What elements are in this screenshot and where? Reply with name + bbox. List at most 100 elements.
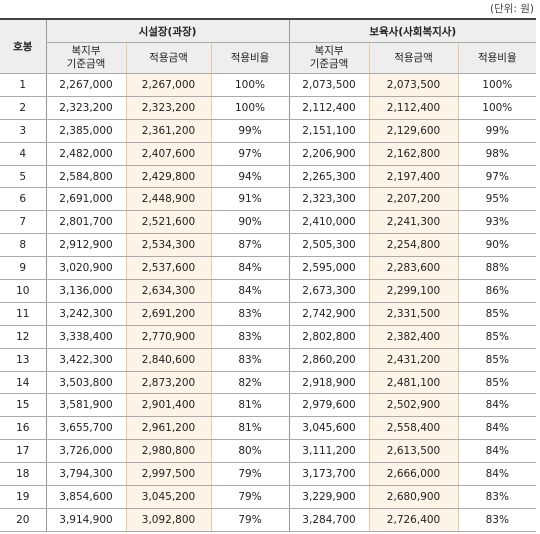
cell-caregiver-applied: 2,207,200: [368, 187, 459, 212]
cell-director-base: 2,323,200: [45, 95, 126, 120]
table-row: 17 3,726,000 2,980,800 80% 3,111,200 2,613,50…: [0, 439, 537, 464]
table-row: 11 3,242,300 2,691,200 83% 2,742,900 2,331,50…: [0, 301, 537, 326]
cell-step: 10: [0, 279, 46, 303]
cell-director-ratio: 83%: [211, 347, 290, 372]
cell-director-applied: 2,534,300: [125, 233, 212, 258]
cell-director-applied: 2,429,800: [125, 164, 212, 189]
cell-director-applied: 2,901,400: [125, 393, 212, 418]
cell-caregiver-ratio: 95%: [458, 187, 537, 212]
cell-director-applied: 2,521,600: [125, 210, 212, 235]
cell-director-ratio: 80%: [211, 439, 290, 464]
cell-caregiver-applied: 2,502,900: [368, 393, 459, 418]
cell-step: 14: [0, 370, 46, 395]
cell-caregiver-ratio: 88%: [458, 256, 537, 281]
cell-caregiver-applied: 2,283,600: [368, 256, 459, 281]
cell-director-applied: 2,537,600: [125, 256, 212, 281]
cell-caregiver-base: 2,151,100: [288, 118, 370, 143]
cell-caregiver-ratio: 85%: [458, 370, 537, 395]
cell-director-ratio: 82%: [211, 370, 290, 395]
header-base-director: 복지부 기준금액: [45, 42, 126, 74]
cell-caregiver-base: 3,173,700: [288, 462, 370, 487]
cell-director-ratio: 100%: [211, 73, 290, 97]
cell-caregiver-applied: 2,481,100: [368, 370, 459, 395]
cell-caregiver-ratio: 83%: [458, 485, 537, 509]
cell-director-applied: 2,407,600: [125, 141, 212, 166]
cell-director-ratio: 81%: [211, 416, 290, 441]
table-row: 12 3,338,400 2,770,900 83% 2,802,800 2,382,40…: [0, 324, 537, 349]
cell-director-base: 2,267,000: [45, 73, 126, 97]
cell-step: 3: [0, 118, 46, 143]
cell-director-ratio: 91%: [211, 187, 290, 212]
cell-director-applied: 2,691,200: [125, 301, 212, 326]
table-row: 20 3,914,900 3,092,800 79% 3,284,700 2,726,40…: [0, 507, 537, 532]
cell-step: 11: [0, 301, 46, 326]
cell-director-applied: 3,045,200: [125, 485, 212, 509]
cell-caregiver-ratio: 93%: [458, 210, 537, 235]
table-body: 1 2,267,000 2,267,000 100% 2,073,500 2,073,50…: [0, 73, 537, 532]
cell-director-applied: 2,323,200: [125, 95, 212, 120]
cell-step: 1: [0, 73, 46, 97]
cell-director-ratio: 83%: [211, 324, 290, 349]
table-row: 3 2,385,000 2,361,200 99% 2,151,100 2,129,600…: [0, 118, 537, 143]
cell-director-ratio: 79%: [211, 485, 290, 509]
cell-caregiver-base: 2,595,000: [288, 256, 370, 281]
cell-step: 2: [0, 95, 46, 120]
cell-caregiver-applied: 2,382,400: [368, 324, 459, 349]
cell-caregiver-base: 2,860,200: [288, 347, 370, 372]
cell-director-ratio: 94%: [211, 164, 290, 189]
cell-step: 17: [0, 439, 46, 464]
unit-note: (단위: 원): [489, 3, 534, 15]
cell-caregiver-base: 2,918,900: [288, 370, 370, 395]
cell-director-base: 3,503,800: [45, 370, 126, 395]
cell-director-base: 3,422,300: [45, 347, 126, 372]
table-row: 5 2,584,800 2,429,800 94% 2,265,300 2,197,400…: [0, 164, 537, 189]
cell-director-applied: 2,267,000: [125, 73, 212, 97]
cell-step: 5: [0, 164, 46, 189]
cell-caregiver-ratio: 85%: [458, 347, 537, 372]
cell-caregiver-ratio: 100%: [458, 73, 537, 97]
cell-director-ratio: 100%: [211, 95, 290, 120]
cell-director-ratio: 81%: [211, 393, 290, 418]
cell-director-applied: 2,873,200: [125, 370, 212, 395]
cell-step: 20: [0, 507, 46, 532]
cell-caregiver-ratio: 97%: [458, 164, 537, 189]
table-row: 10 3,136,000 2,634,300 84% 2,673,300 2,299,10…: [0, 279, 537, 303]
cell-caregiver-ratio: 84%: [458, 462, 537, 487]
header-base-line1: 복지부: [71, 45, 101, 57]
table-row: 2 2,323,200 2,323,200 100% 2,112,400 2,112,40…: [0, 95, 537, 120]
table-row: 18 3,794,300 2,997,500 79% 3,173,700 2,666,00…: [0, 462, 537, 487]
cell-caregiver-ratio: 84%: [458, 416, 537, 441]
header-group-director: 시설장(과장): [45, 18, 290, 43]
cell-caregiver-applied: 2,299,100: [368, 279, 459, 303]
cell-caregiver-base: 2,979,600: [288, 393, 370, 418]
cell-step: 12: [0, 324, 46, 349]
cell-director-ratio: 97%: [211, 141, 290, 166]
cell-director-base: 3,914,900: [45, 507, 126, 532]
cell-director-applied: 3,092,800: [125, 507, 212, 532]
cell-caregiver-base: 2,323,300: [288, 187, 370, 212]
cell-director-base: 3,794,300: [45, 462, 126, 487]
cell-director-base: 3,726,000: [45, 439, 126, 464]
cell-director-ratio: 84%: [211, 256, 290, 281]
cell-director-base: 3,338,400: [45, 324, 126, 349]
cell-caregiver-ratio: 86%: [458, 279, 537, 303]
cell-caregiver-applied: 2,112,400: [368, 95, 459, 120]
header-base-line2: 기준금액: [66, 58, 106, 70]
cell-caregiver-ratio: 90%: [458, 233, 537, 258]
cell-director-base: 2,691,000: [45, 187, 126, 212]
cell-director-ratio: 99%: [211, 118, 290, 143]
cell-director-ratio: 90%: [211, 210, 290, 235]
cell-caregiver-base: 2,265,300: [288, 164, 370, 189]
cell-caregiver-base: 3,284,700: [288, 507, 370, 532]
cell-caregiver-applied: 2,666,000: [368, 462, 459, 487]
cell-caregiver-base: 2,112,400: [288, 95, 370, 120]
cell-caregiver-base: 2,802,800: [288, 324, 370, 349]
cell-director-base: 3,581,900: [45, 393, 126, 418]
cell-caregiver-base: 2,505,300: [288, 233, 370, 258]
cell-step: 15: [0, 393, 46, 418]
cell-director-ratio: 83%: [211, 301, 290, 326]
header-applied-director: 적용금액: [125, 42, 212, 74]
cell-caregiver-applied: 2,331,500: [368, 301, 459, 326]
cell-caregiver-base: 3,045,600: [288, 416, 370, 441]
cell-director-applied: 2,997,500: [125, 462, 212, 487]
